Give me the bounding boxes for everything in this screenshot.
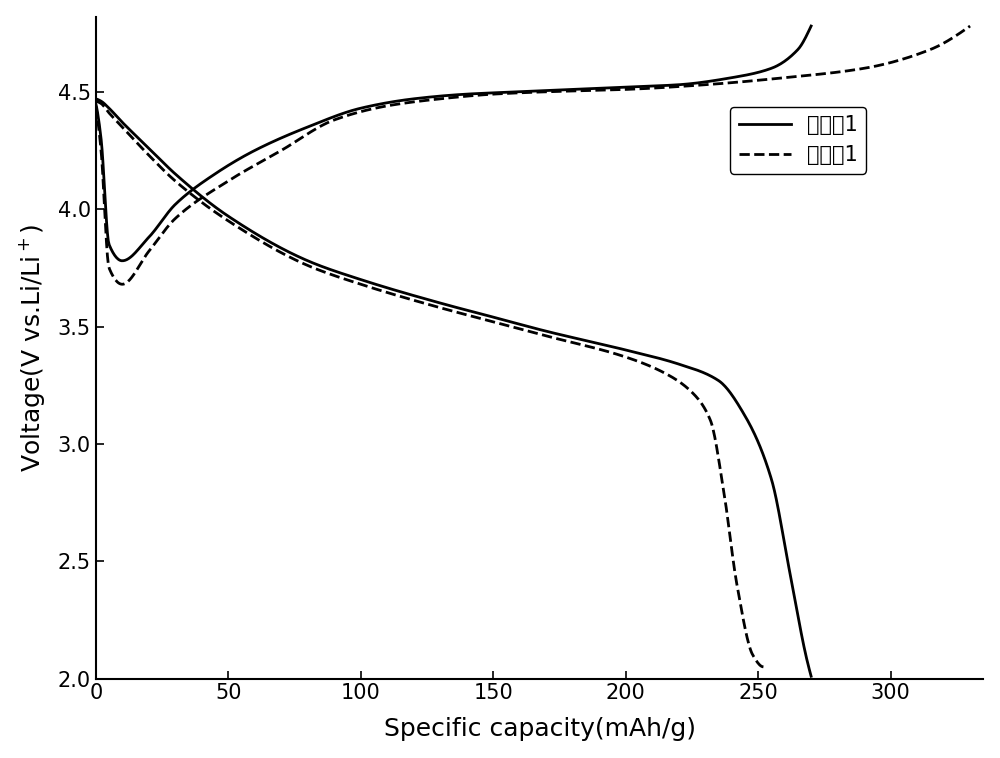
对比例1: [186, 200, 198, 209]
Line: 对比例1: 对比例1: [96, 26, 970, 284]
对比例1: [116, 280, 128, 289]
实施例1: [805, 21, 817, 30]
X-axis label: Specific capacity(mAh/g): Specific capacity(mAh/g): [384, 717, 696, 741]
Legend: 实施例1, 对比例1: 实施例1, 对比例1: [730, 107, 866, 174]
对比例1: [318, 120, 330, 129]
对比例1: [90, 102, 102, 111]
实施例1: [525, 86, 537, 96]
Line: 实施例1: 实施例1: [96, 26, 811, 261]
实施例1: [90, 99, 102, 108]
对比例1: [845, 66, 857, 75]
实施例1: [633, 82, 645, 91]
对比例1: [964, 21, 976, 30]
对比例1: [713, 79, 725, 88]
实施例1: [707, 77, 719, 86]
对比例1: [464, 91, 476, 100]
实施例1: [135, 242, 147, 251]
实施例1: [117, 256, 129, 265]
对比例1: [749, 76, 761, 85]
实施例1: [546, 86, 558, 95]
Y-axis label: Voltage(V vs.Li/Li$^+$): Voltage(V vs.Li/Li$^+$): [17, 224, 47, 472]
实施例1: [506, 88, 518, 97]
